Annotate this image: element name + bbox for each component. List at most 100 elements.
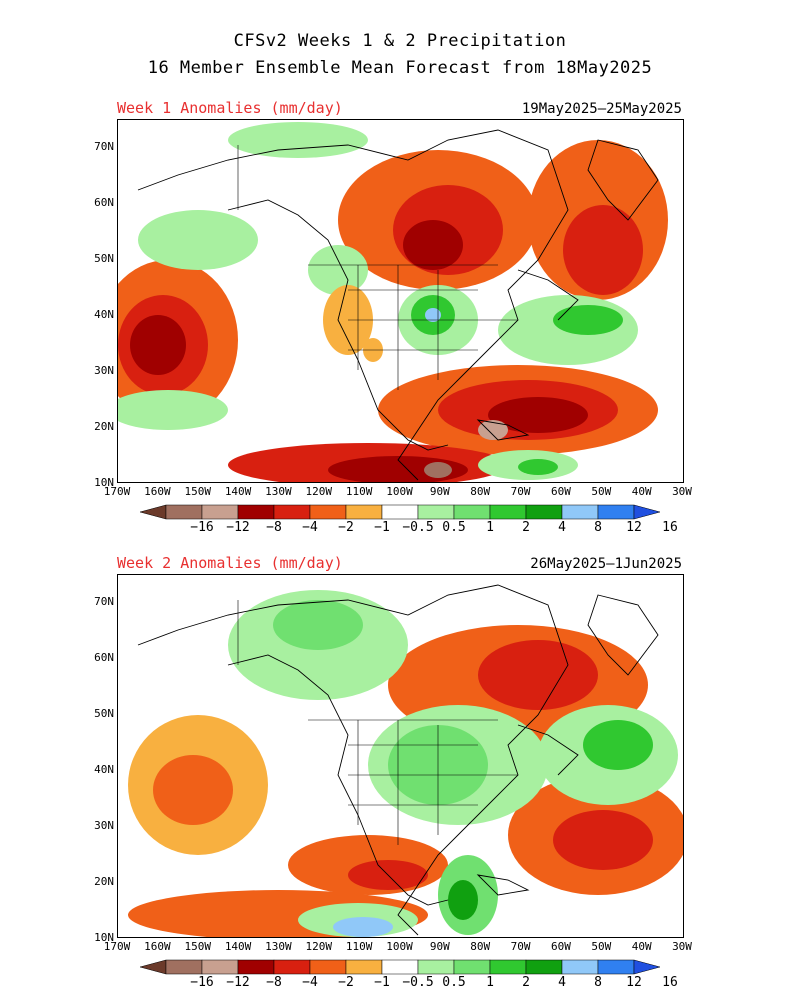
week1-lon-label: 130W: [265, 485, 292, 498]
week2-lon-label: 90W: [429, 940, 450, 953]
week1-colorbar-segment: [633, 504, 660, 520]
week2-colorbar-label: −1: [374, 975, 390, 990]
week1-date-range: 19May2025–25May2025: [521, 101, 682, 117]
week1-colorbar-label: 4: [558, 520, 566, 535]
week1-colorbar-segment: [525, 504, 563, 520]
week1-anomaly-map: [117, 119, 684, 483]
week2-colorbar-label: 12: [626, 975, 642, 990]
week1-colorbar-segment: [489, 504, 527, 520]
week1-lon-label: 120W: [305, 485, 333, 498]
week1-colorbar-segment: [417, 504, 455, 520]
week2-colorbar-segment: [453, 959, 491, 975]
week2-colorbar-segment: [345, 959, 383, 975]
week1-coastlines: [137, 129, 659, 481]
week2-colorbar-label: 8: [594, 975, 602, 990]
week1-colorbar-segment: [309, 504, 347, 520]
week2-lon-label: 50W: [591, 940, 612, 953]
week1-colorbar-label: −2: [338, 520, 354, 535]
week1-colorbar-segment: [381, 504, 419, 520]
week1-lon-label: 50W: [591, 485, 612, 498]
week2-lat-label: 30N: [94, 819, 114, 832]
week2-colorbar-label: −2: [338, 975, 354, 990]
figure-title-line2: 16 Member Ensemble Mean Forecast from 18…: [147, 58, 653, 78]
week2-lon-label: 110W: [345, 940, 373, 953]
week2-colorbar-label: 0.5: [442, 975, 466, 990]
week1-lon-label: 30W: [672, 485, 692, 498]
week2-colorbar-label: −12: [226, 975, 250, 990]
week2-lon-label: 40W: [631, 940, 652, 953]
week1-colorbar-label: −0.5: [402, 520, 434, 535]
figure-title-line1: CFSv2 Weeks 1 & 2 Precipitation: [233, 31, 567, 51]
week2-colorbar-segment: [633, 959, 660, 975]
week2-colorbar-label: −16: [190, 975, 214, 990]
week1-lat-label: 40N: [94, 308, 114, 321]
week2-lon-label: 160W: [144, 940, 171, 953]
week1-colorbar-label: −1: [374, 520, 390, 535]
week2-colorbar-segment: [561, 959, 599, 975]
week1-colorbar-segment: [273, 504, 311, 520]
week1-lon-label: 70W: [510, 485, 531, 498]
week1-colorbar-label: 2: [522, 520, 530, 535]
week2-lon-label: 30W: [672, 940, 692, 953]
week2-colorbar-segment: [273, 959, 311, 975]
week2-lat-label: 70N: [94, 595, 114, 608]
week1-lat-label: 20N: [94, 420, 114, 433]
week1-lon-label: 150W: [184, 485, 211, 498]
week2-colorbar-label: 16: [662, 975, 678, 990]
week2-lon-label: 100W: [386, 940, 413, 953]
week1-lon-label: 60W: [550, 485, 571, 498]
week1-state-borders: [237, 145, 518, 390]
week2-colorbar-segment: [140, 959, 167, 975]
week1-colorbar-label: 0.5: [442, 520, 466, 535]
week1-lon-label: 170W: [103, 485, 131, 498]
week1-colorbar-segment: [165, 504, 203, 520]
week1-colorbar-segment: [597, 504, 635, 520]
week2-lon-label: 170W: [103, 940, 131, 953]
week2-lon-label: 80W: [470, 940, 491, 953]
week2-colorbar-segment: [237, 959, 275, 975]
week1-colorbar-label: 1: [486, 520, 494, 535]
week2-lat-label: 10N: [94, 931, 114, 944]
week2-lon-label: 140W: [224, 940, 252, 953]
week1-lon-label: 80W: [470, 485, 491, 498]
week2-colorbar-label: 4: [558, 975, 566, 990]
week1-colorbar-segment: [345, 504, 383, 520]
week1-colorbar-label: −4: [302, 520, 318, 535]
week1-lat-label: 70N: [94, 140, 114, 153]
week1-lat-label: 60N: [94, 196, 114, 209]
week2-lat-label: 50N: [94, 707, 114, 720]
week1-lon-label: 110W: [345, 485, 373, 498]
week2-colorbar-segment: [597, 959, 635, 975]
week1-lat-label: 10N: [94, 476, 114, 489]
week2-colorbar-segment: [165, 959, 203, 975]
week2-panel-label: Week 2 Anomalies (mm/day): [117, 554, 343, 572]
week2-colorbar-segment: [201, 959, 239, 975]
week1-colorbar-label: 12: [626, 520, 642, 535]
week2-lon-label: 130W: [265, 940, 292, 953]
week1-lat-label: 30N: [94, 364, 114, 377]
week2-anomaly-map: [117, 574, 684, 938]
week2-lat-label: 40N: [94, 763, 114, 776]
week2-lon-label: 120W: [305, 940, 333, 953]
week1-colorbar-label: −16: [190, 520, 214, 535]
week2-colorbar-segment: [381, 959, 419, 975]
week2-lon-label: 150W: [184, 940, 211, 953]
week2-colorbar-label: −4: [302, 975, 318, 990]
week1-panel-label: Week 1 Anomalies (mm/day): [117, 99, 343, 117]
week2-colorbar-segment: [489, 959, 527, 975]
week1-lon-label: 100W: [386, 485, 413, 498]
week1-lon-label: 140W: [224, 485, 252, 498]
week2-date-range: 26May2025–1Jun2025: [530, 556, 682, 572]
week2-lat-label: 20N: [94, 875, 114, 888]
week2-colorbar-segment: [417, 959, 455, 975]
week1-lon-label: 40W: [631, 485, 652, 498]
week2-lon-label: 60W: [550, 940, 571, 953]
week1-lon-label: 90W: [429, 485, 450, 498]
week1-colorbar-label: 16: [662, 520, 678, 535]
week2-colorbar: [140, 959, 660, 975]
week1-lat-label: 50N: [94, 252, 114, 265]
week1-colorbar-label: 8: [594, 520, 602, 535]
week2-colorbar-label: −0.5: [402, 975, 434, 990]
week1-map-svg: [118, 122, 668, 482]
week2-colorbar-label: 2: [522, 975, 530, 990]
